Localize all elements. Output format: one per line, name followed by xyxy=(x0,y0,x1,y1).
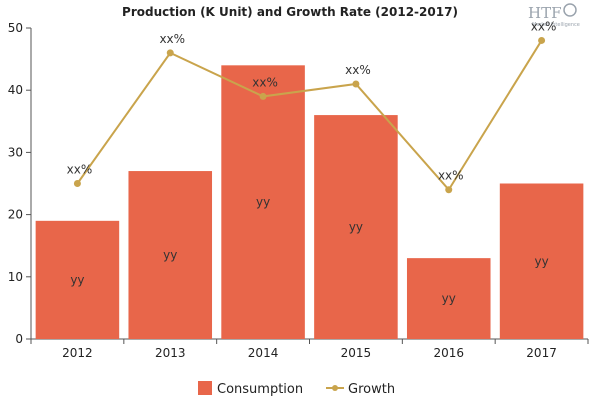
consumption-bar xyxy=(499,183,584,339)
y-tick-label: 30 xyxy=(8,145,23,159)
legend-consumption-label: Consumption xyxy=(217,382,303,397)
consumption-bar-label: yy xyxy=(349,220,363,234)
growth-labels: xx% xx% xx% xx% xx% xx% xyxy=(67,19,557,182)
x-tick-label: 2016 xyxy=(433,346,464,360)
x-tick-label: 2017 xyxy=(526,346,557,360)
consumption-bar xyxy=(35,220,120,339)
logo-text: HTF xyxy=(528,4,562,22)
growth-line xyxy=(76,39,543,192)
y-tick-label: 20 xyxy=(8,208,23,222)
x-tick-label: 2013 xyxy=(155,346,186,360)
growth-point xyxy=(73,180,81,187)
y-tick-label: 0 xyxy=(15,332,23,346)
legend-growth-marker xyxy=(332,385,338,391)
growth-point xyxy=(352,80,360,88)
consumption-bar-label: yy xyxy=(256,195,270,209)
consumption-bar xyxy=(128,171,213,339)
consumption-bar xyxy=(406,258,491,339)
growth-point-label: xx% xyxy=(531,19,557,33)
consumption-bar-label: yy xyxy=(163,248,177,262)
consumption-bar xyxy=(221,65,305,339)
y-tick-label: 50 xyxy=(8,21,23,35)
logo-subtext: Market Intelligence xyxy=(532,22,580,28)
legend: Consumption Growth xyxy=(198,381,395,397)
consumption-bar xyxy=(314,115,398,339)
x-axis: 2012 2013 2014 2015 2016 2017 xyxy=(30,338,589,360)
bars xyxy=(35,65,584,339)
consumption-bar-label: yy xyxy=(70,273,84,287)
bar-labels: yy yy yy yy yy yy xyxy=(70,195,548,305)
x-tick-label: 2014 xyxy=(248,346,279,360)
growth-point-label: xx% xyxy=(252,75,278,89)
y-tick-label: 10 xyxy=(8,270,23,284)
growth-point-label: xx% xyxy=(345,63,371,77)
growth-point xyxy=(259,92,267,100)
growth-point xyxy=(445,186,453,194)
chart-title: Production (K Unit) and Growth Rate (201… xyxy=(122,5,458,19)
consumption-bar-label: yy xyxy=(442,292,456,306)
x-tick-label: 2015 xyxy=(341,346,372,360)
logo: HTF Market Intelligence xyxy=(528,3,580,28)
y-tick-label: 40 xyxy=(8,83,23,97)
growth-line-series xyxy=(73,36,546,194)
growth-point-label: xx% xyxy=(159,32,185,46)
legend-consumption-swatch xyxy=(198,381,212,395)
consumption-bar-label: yy xyxy=(534,254,548,268)
growth-point-label: xx% xyxy=(67,163,93,177)
y-axis: 0 10 20 30 40 50 xyxy=(8,21,32,346)
logo-globe-icon xyxy=(563,3,577,17)
growth-point xyxy=(538,36,546,44)
growth-point xyxy=(166,49,174,57)
growth-point-label: xx% xyxy=(438,169,464,183)
x-tick-label: 2012 xyxy=(62,346,93,360)
legend-growth-label: Growth xyxy=(348,382,395,397)
